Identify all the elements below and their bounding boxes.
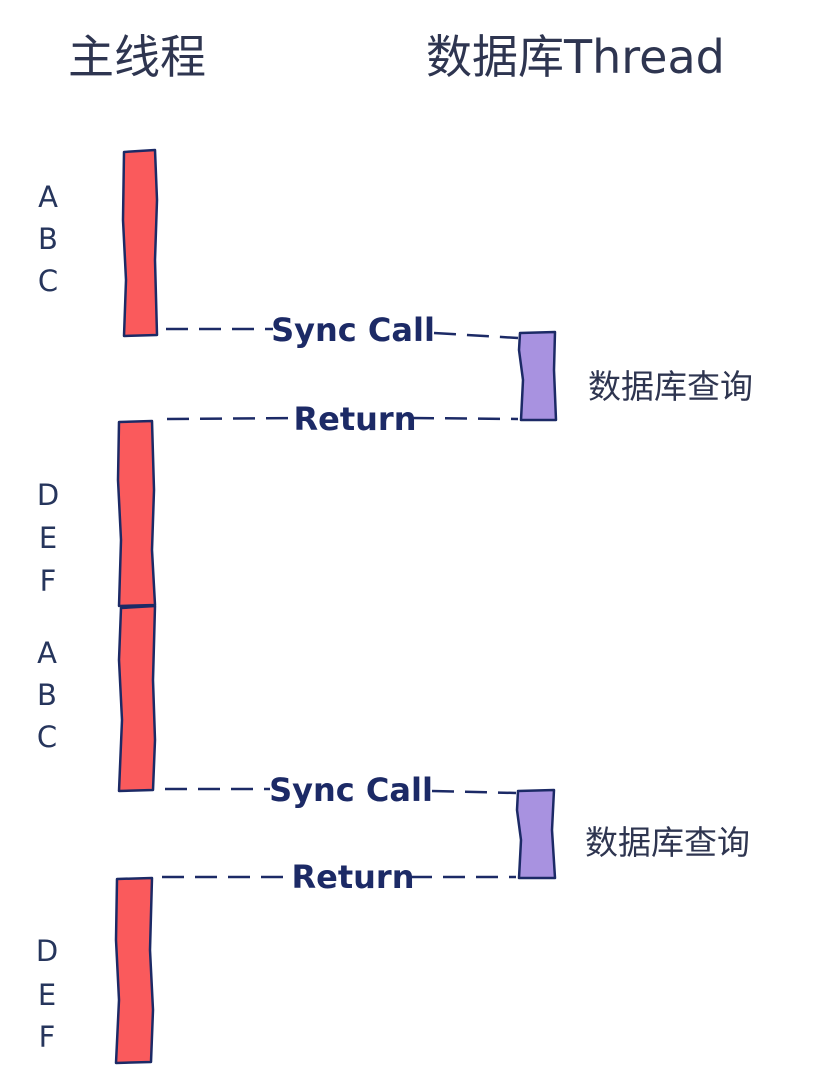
step-letter-a: A [38,180,58,214]
return-line-1b [411,416,519,421]
lane-title-db-thread: 数据库Thread [426,30,725,84]
db-query-label-2: 数据库查询 [585,823,750,862]
sync-call-label-2: Sync Call [269,771,433,809]
return-line-1a [166,416,299,421]
step-letter-d: D [36,478,60,512]
return-label-1: Return [294,400,417,438]
step-letter-e: E [38,521,58,555]
sync-call-label-1: Sync Call [271,311,435,349]
db-thread-bar-2 [515,788,557,880]
step-letter-d: D [35,934,59,968]
sync-call-line-2b [431,789,517,795]
step-letter-f: F [39,564,57,598]
main-thread-bar-4 [114,876,155,1065]
step-letter-c: C [36,720,58,754]
main-thread-bar-1 [121,148,159,338]
step-letter-b: B [37,678,57,712]
step-letter-a: A [37,636,57,670]
sync-call-line-1b [433,331,519,340]
step-letter-c: C [37,264,59,298]
step-letter-f: F [38,1020,56,1054]
step-letter-e: E [37,978,57,1012]
step-letter-b: B [38,222,58,256]
db-query-label-1: 数据库查询 [588,367,753,406]
db-thread-bar-1 [517,330,558,422]
main-thread-bar-3 [117,604,157,793]
main-thread-bar-2 [116,419,157,608]
return-label-2: Return [292,858,415,896]
lane-title-main-thread: 主线程 [68,30,206,84]
